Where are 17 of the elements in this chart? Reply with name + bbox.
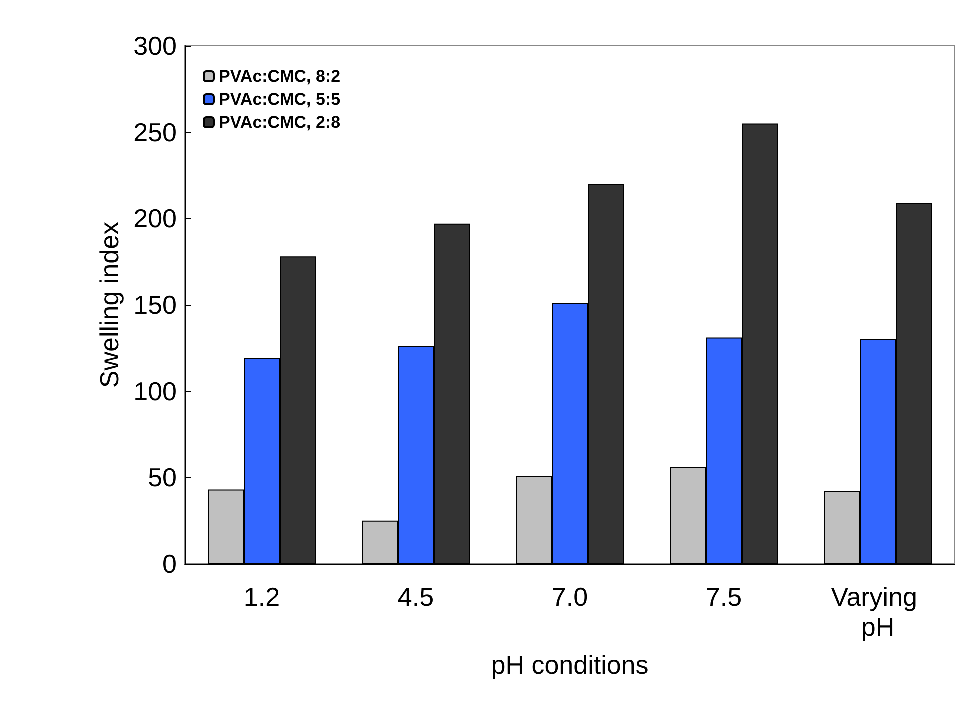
y-tick-label: 250 — [134, 117, 177, 148]
legend-label: PVAc:CMC, 8:2 — [219, 67, 341, 86]
y-tick-label: 0 — [162, 549, 177, 579]
legend-label: PVAc:CMC, 5:5 — [219, 90, 341, 109]
x-tick-label: 1.2 — [244, 582, 280, 612]
y-axis-title: Swelling index — [94, 222, 125, 388]
y-tick-label: 50 — [148, 462, 177, 493]
x-tick-label: 7.0 — [552, 582, 588, 612]
y-tick-label: 300 — [134, 31, 177, 61]
legend-label: PVAc:CMC, 2:8 — [219, 113, 341, 132]
y-tick-label: 100 — [134, 376, 177, 406]
x-tick-label: 7.5 — [706, 582, 742, 612]
x-tick-label: Varying pH — [831, 582, 925, 642]
y-tick-label: 150 — [134, 290, 177, 320]
y-tick-label: 200 — [134, 204, 177, 234]
x-axis-title: pH conditions — [491, 650, 649, 680]
x-tick-label: 4.5 — [398, 582, 434, 612]
